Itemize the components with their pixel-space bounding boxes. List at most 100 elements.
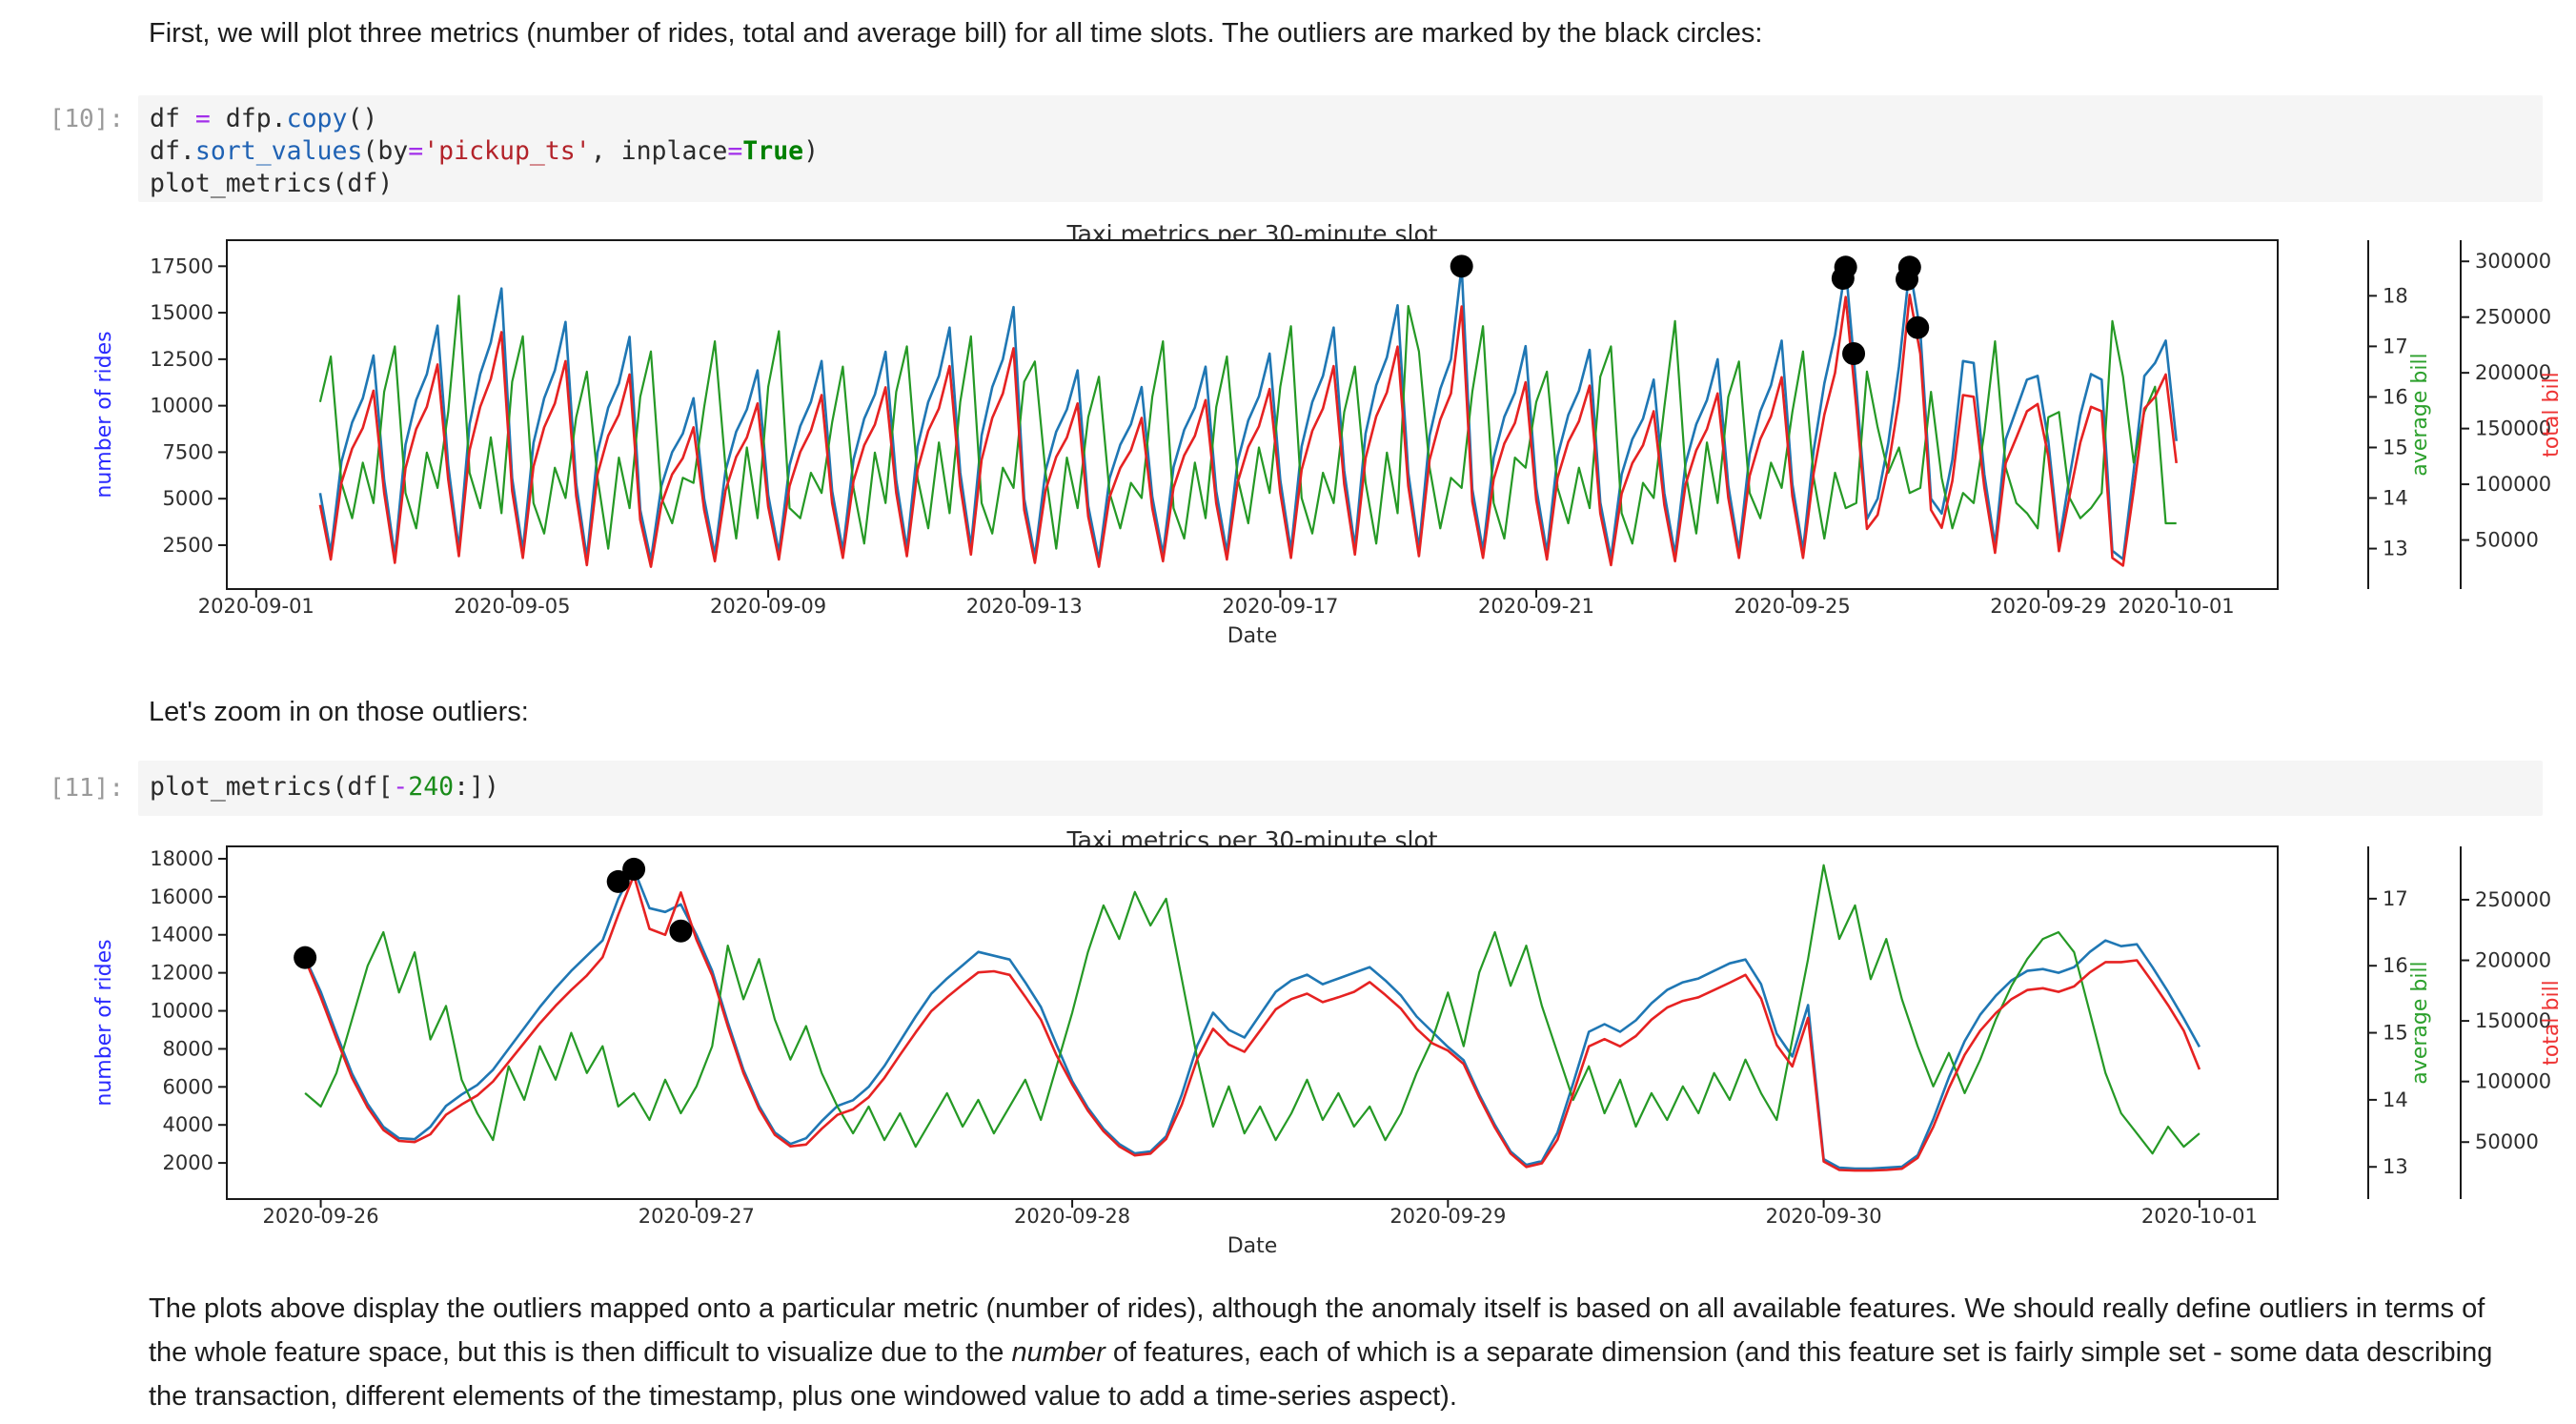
y-tick-label-left: 16000	[150, 885, 213, 908]
code-token: =	[194, 104, 211, 133]
code-token: 240	[408, 772, 455, 802]
code-line: df = dfp.copy()	[150, 103, 2543, 135]
code-input-11[interactable]: plot_metrics(df[-240:])	[138, 761, 2543, 804]
y-tick-label-avg: 17	[2383, 887, 2408, 910]
x-tick-label: 2020-09-17	[1222, 595, 1338, 618]
italic-text: number	[1011, 1337, 1105, 1368]
code-line: df.sort_values(by='pickup_ts', inplace=T…	[150, 135, 2543, 168]
code-line: plot_metrics(df[-240:])	[150, 771, 2543, 804]
y-tick-label-total: 150000	[2475, 1009, 2551, 1032]
y-tick-label-left: 2500	[163, 534, 213, 557]
x-tick-label: 2020-09-27	[639, 1205, 755, 1228]
y-tick-label-left: 5000	[163, 487, 213, 510]
series-line-number-of-rides	[303, 867, 2201, 1170]
y-axis-label-rides: number of rides	[92, 331, 116, 498]
y-axis-label-total: total bill	[2540, 980, 2564, 1066]
series-layer	[318, 265, 2178, 568]
x-tick-label: 2020-09-21	[1478, 595, 1594, 618]
text-segment: The plots above display the outliers map…	[149, 1293, 2485, 1368]
code-token: 'pickup_ts'	[423, 136, 591, 166]
series-line-average-bill	[304, 864, 2201, 1155]
y-tick-label-avg: 13	[2383, 538, 2408, 560]
y-tick-label-total: 300000	[2475, 250, 2551, 273]
x-tick-label: 2020-09-29	[1990, 595, 2106, 618]
series-line-average-bill	[318, 295, 2177, 550]
y-tick-label-left: 6000	[163, 1075, 213, 1098]
code-token: :])	[454, 772, 499, 802]
series-line-total-bill	[318, 294, 2178, 568]
x-tick-label: 2020-09-01	[198, 595, 314, 618]
y-tick-label-total: 100000	[2475, 1070, 2551, 1093]
y-axis-label-avg: average bill	[2408, 353, 2432, 476]
y-tick-label-left: 12000	[150, 962, 213, 985]
y-tick-label-left: 2000	[163, 1151, 213, 1174]
y-tick-label-left: 7500	[163, 440, 213, 463]
x-tick-label: 2020-09-29	[1389, 1205, 1506, 1228]
markdown-zoom-note: Let's zoom in on those outliers:	[149, 697, 529, 727]
code-token: =	[408, 136, 424, 166]
code-cell-11[interactable]: plot_metrics(df[-240:])	[138, 761, 2543, 816]
x-axis-label: Date	[1227, 624, 1278, 648]
y-tick-label-left: 10000	[150, 395, 213, 417]
y-tick-label-avg: 16	[2383, 385, 2408, 408]
outlier-dot	[1842, 342, 1866, 366]
y-tick-label-avg: 14	[2383, 1088, 2408, 1111]
outlier-dot	[1450, 254, 1473, 278]
x-tick-label: 2020-09-28	[1014, 1205, 1130, 1228]
y-tick-label-left: 10000	[150, 1000, 213, 1023]
outlier-dot	[1906, 315, 1930, 339]
outlier-dot	[669, 919, 693, 943]
code-token: ()	[347, 104, 378, 133]
y-tick-label-avg: 16	[2383, 954, 2408, 977]
outlier-dot	[1831, 266, 1855, 290]
y-tick-label-total: 150000	[2475, 417, 2551, 440]
series-layer	[303, 864, 2201, 1172]
outlier-dot	[1834, 255, 1857, 279]
code-token: df.	[150, 136, 195, 166]
code-token: True	[742, 136, 804, 166]
outlier-dot	[606, 869, 630, 893]
y-tick-label-left: 8000	[163, 1037, 213, 1060]
y-tick-label-total: 50000	[2475, 1130, 2539, 1153]
y-tick-label-avg: 17	[2383, 335, 2408, 357]
code-token: sort_values	[194, 136, 363, 166]
x-axis-label: Date	[1227, 1234, 1278, 1258]
code-token: =	[727, 136, 743, 166]
y-tick-label-avg: 15	[2383, 436, 2408, 458]
axes-box	[226, 239, 2279, 590]
y-tick-label-left: 4000	[163, 1113, 213, 1136]
code-input-10[interactable]: df = dfp.copy() df.sort_values(by='pickup…	[138, 95, 2543, 200]
y-tick-label-avg: 15	[2383, 1022, 2408, 1045]
y-tick-label-avg: 18	[2383, 284, 2408, 307]
y-tick-label-left: 17500	[150, 254, 213, 277]
y-tick-label-total: 200000	[2475, 949, 2551, 972]
y-tick-label-avg: 14	[2383, 487, 2408, 510]
chart1-title: Taxi metrics per 30-minute slot	[1066, 220, 1438, 248]
code-token: plot_metrics(df[	[150, 772, 394, 802]
outlier-dot	[622, 857, 646, 881]
y-tick-label-left: 15000	[150, 301, 213, 324]
x-tick-label: 2020-09-13	[966, 595, 1083, 618]
y-tick-label-total: 200000	[2475, 361, 2551, 384]
axes-box	[226, 845, 2279, 1200]
y-tick-label-left: 18000	[150, 847, 213, 870]
y-tick-label-total: 100000	[2475, 473, 2551, 496]
y-tick-label-left: 14000	[150, 924, 213, 946]
series-line-total-bill	[303, 874, 2201, 1172]
text-segment: of features, each of which is a separate…	[149, 1337, 2493, 1412]
markdown-intro: First, we will plot three metrics (numbe…	[149, 18, 1763, 49]
y-tick-label-total: 250000	[2475, 888, 2551, 911]
code-cell-10[interactable]: df = dfp.copy() df.sort_values(by='pickup…	[138, 95, 2543, 202]
code-token: plot_metrics(df)	[150, 169, 394, 198]
x-tick-label: 2020-09-05	[454, 595, 570, 618]
code-token: -	[393, 772, 409, 802]
x-tick-label: 2020-09-25	[1734, 595, 1851, 618]
y-tick-label-left: 12500	[150, 348, 213, 371]
code-line: plot_metrics(df)	[150, 168, 2543, 200]
x-tick-label: 2020-09-09	[710, 595, 826, 618]
cell-11-prompt: [11]:	[49, 774, 124, 803]
x-tick-label: 2020-10-01	[2119, 595, 2235, 618]
code-token: df	[150, 104, 195, 133]
x-tick-label: 2020-09-26	[263, 1205, 379, 1228]
